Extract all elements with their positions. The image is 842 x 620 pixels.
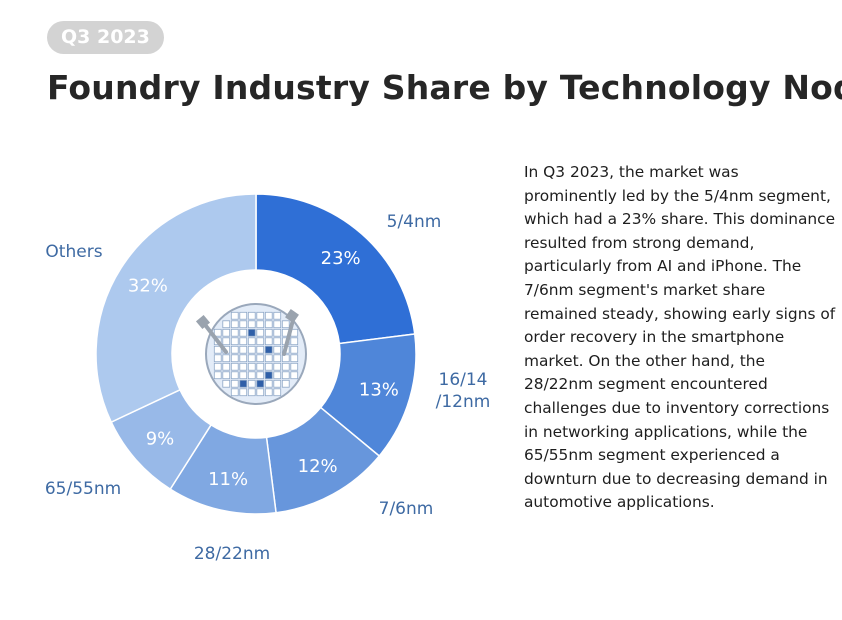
value-label-16-14-12nm: 13% <box>359 380 399 401</box>
description-text: In Q3 2023, the market was prominently l… <box>524 163 836 512</box>
period-badge: Q3 2023 <box>47 21 164 54</box>
value-label-28-22nm: 11% <box>208 469 248 490</box>
category-label-7-6nm: 7/6nm <box>379 499 434 519</box>
wafer-icon <box>172 270 340 438</box>
category-label-5-4nm: 5/4nm <box>387 212 442 232</box>
value-label-5-4nm: 23% <box>321 248 361 269</box>
value-label-others: 32% <box>128 275 168 296</box>
category-label-28-22nm: 28/22nm <box>194 544 270 564</box>
category-label-65-55nm: 65/55nm <box>45 479 121 499</box>
value-label-65-55nm: 9% <box>146 429 175 450</box>
category-label-others: Others <box>45 242 102 262</box>
page-title: Foundry Industry Share by Technology Nod… <box>47 68 842 107</box>
category-label-16-14-12nm: 16/14/12nm <box>436 370 491 412</box>
value-label-7-6nm: 12% <box>298 456 338 477</box>
